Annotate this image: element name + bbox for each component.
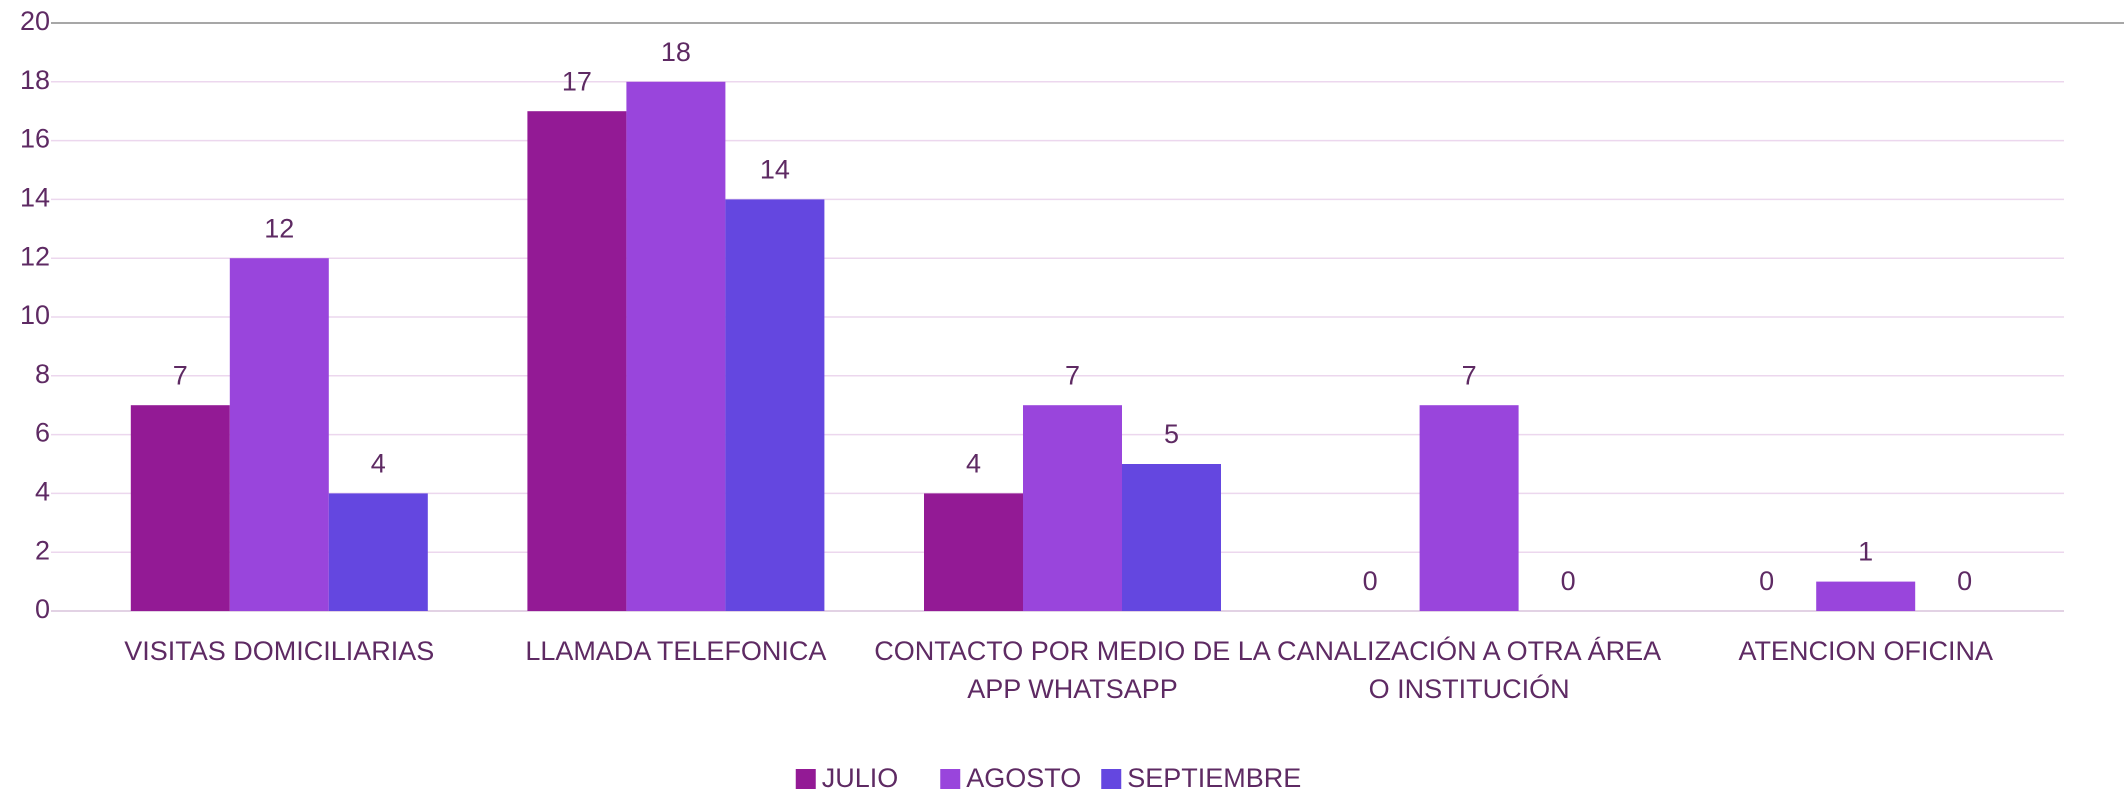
data-label: 4 [966,449,981,479]
legend-label: AGOSTO [966,763,1081,793]
bar [924,493,1023,611]
y-tick-label: 4 [35,477,50,507]
bar [1816,581,1916,611]
data-label: 17 [562,66,592,96]
bar [725,199,825,611]
y-tick-label: 20 [20,6,50,36]
bar [527,111,627,611]
y-tick-label: 6 [35,418,50,448]
y-tick-label: 14 [20,183,50,213]
bar [1023,405,1122,611]
legend-swatch [795,769,816,789]
y-tick-label: 16 [20,124,50,154]
legend-label: SEPTIEMBRE [1127,763,1301,793]
data-label: 0 [1957,566,1972,596]
legend-swatch [940,769,961,789]
data-label: 12 [264,213,294,243]
data-label: 18 [661,37,691,67]
y-tick-label: 12 [20,241,50,271]
legend-label: JULIO [822,763,899,793]
x-tick-label: VISITAS DOMICILIARIAS [124,636,434,666]
data-label: 4 [371,449,386,479]
x-tick-label: CONTACTO POR MEDIO DE LA APP WHATSAPP [874,636,1271,704]
data-label: 7 [1065,360,1080,390]
y-tick-label: 18 [20,65,50,95]
y-tick-label: 8 [35,359,50,389]
data-label: 1 [1858,537,1873,567]
bar [626,81,726,612]
bar [328,493,428,611]
data-label: 7 [1462,360,1477,390]
y-tick-label: 0 [35,594,50,624]
data-label: 0 [1759,566,1774,596]
x-tick-label: CANALIZACIÓN A OTRA ÁREA O INSTITUCIÓN [1277,635,1661,704]
x-tick-label: ATENCION OFICINA [1738,636,1993,666]
bar [1419,405,1519,611]
x-tick-label: LLAMADA TELEFONICA [525,636,826,666]
data-label: 0 [1561,566,1576,596]
bar [1122,464,1221,611]
data-label: 0 [1363,566,1378,596]
data-label: 7 [173,360,188,390]
data-label: 14 [760,155,790,185]
bar [130,405,230,611]
y-tick-label: 2 [35,535,50,565]
bar [229,258,329,611]
y-tick-label: 10 [20,300,50,330]
data-label: 5 [1164,419,1179,449]
legend-swatch [1101,769,1122,789]
